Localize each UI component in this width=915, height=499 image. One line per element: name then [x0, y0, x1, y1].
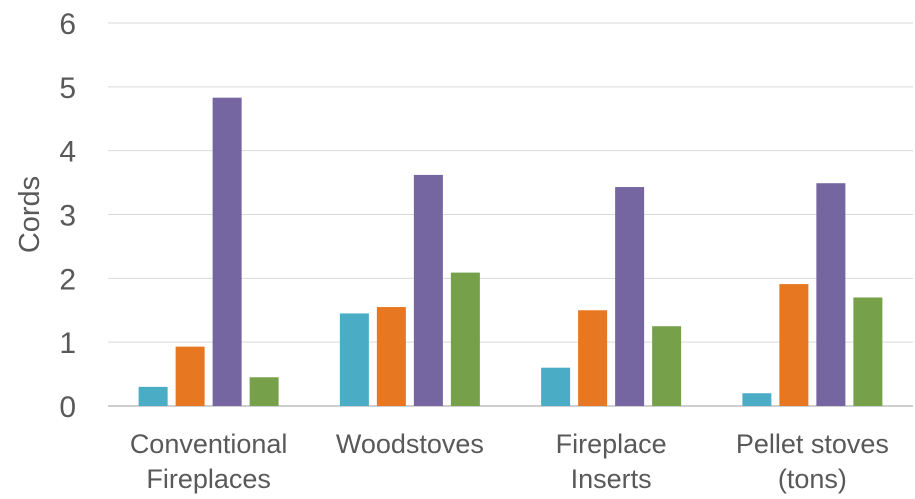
bar: [212, 97, 242, 406]
x-category-label: Fireplace Inserts: [556, 429, 667, 494]
x-category-label-line: Conventional: [130, 429, 288, 459]
y-tick-label: 4: [59, 136, 76, 169]
x-category-label: Woodstoves: [336, 429, 484, 459]
bar: [175, 346, 205, 406]
bar: [249, 377, 279, 406]
x-category-label-line: (tons): [778, 464, 847, 494]
x-axis-category-labels: Conventional Fireplaces Woodstoves Fireplac…: [130, 429, 889, 494]
bar: [376, 307, 406, 406]
x-category-label-line: Inserts: [571, 464, 652, 494]
bar: [413, 174, 443, 406]
x-category-label-line: Woodstoves: [336, 429, 484, 459]
x-category-label: Conventional Fireplaces: [130, 429, 288, 494]
bar: [816, 183, 846, 406]
y-axis-title: Cords: [14, 176, 46, 253]
y-tick-label: 1: [59, 327, 76, 360]
y-tick-label: 0: [59, 391, 76, 424]
bar: [652, 326, 682, 406]
x-category-label-line: Pellet stoves: [736, 429, 889, 459]
bars: [138, 97, 883, 406]
x-category-label: Pellet stoves (tons): [736, 429, 889, 494]
y-axis-tick-labels: 0 1 2 3 4 5 6: [59, 8, 76, 424]
y-tick-label: 6: [59, 8, 76, 41]
bar: [742, 393, 772, 406]
bar: [853, 297, 883, 406]
bar: [578, 310, 608, 406]
bar: [779, 284, 809, 406]
y-tick-label: 2: [59, 263, 76, 296]
x-category-label-line: Fireplaces: [146, 464, 271, 494]
y-tick-label: 3: [59, 200, 76, 233]
bar: [138, 386, 168, 406]
gridlines: [108, 22, 913, 407]
x-category-label-line: Fireplace: [556, 429, 667, 459]
y-tick-label: 5: [59, 72, 76, 105]
bar: [541, 367, 571, 406]
bar: [615, 187, 645, 406]
bar: [450, 272, 480, 406]
bar: [339, 313, 369, 406]
